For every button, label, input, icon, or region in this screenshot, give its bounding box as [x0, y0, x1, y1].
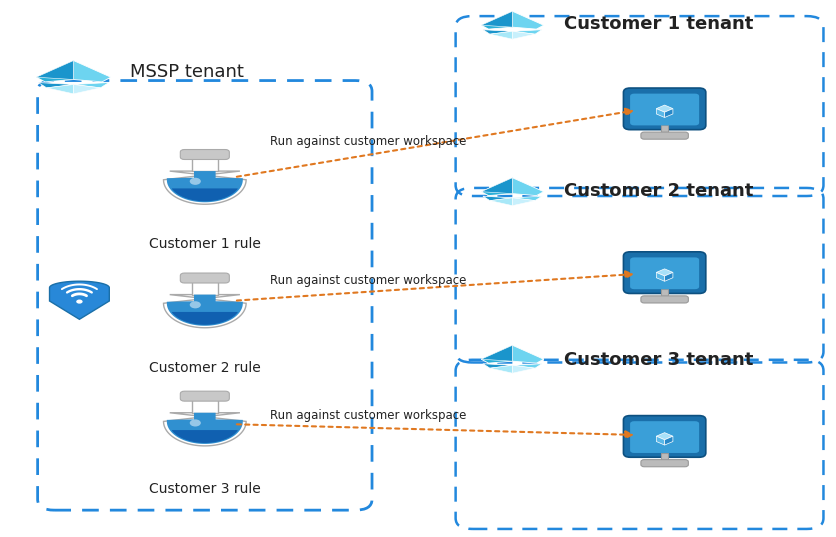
FancyBboxPatch shape — [192, 279, 217, 295]
Polygon shape — [482, 345, 512, 363]
Polygon shape — [490, 31, 512, 39]
Text: Run against customer workspace: Run against customer workspace — [270, 409, 466, 422]
FancyBboxPatch shape — [192, 156, 217, 171]
Polygon shape — [36, 61, 74, 82]
Polygon shape — [656, 269, 673, 276]
Polygon shape — [512, 345, 543, 363]
FancyBboxPatch shape — [181, 273, 229, 283]
Polygon shape — [482, 178, 512, 195]
Polygon shape — [74, 84, 100, 94]
FancyBboxPatch shape — [624, 88, 706, 129]
Polygon shape — [512, 198, 535, 206]
FancyBboxPatch shape — [661, 453, 668, 462]
Polygon shape — [36, 61, 74, 79]
Polygon shape — [665, 436, 673, 445]
Text: Run against customer workspace: Run against customer workspace — [270, 274, 466, 287]
FancyBboxPatch shape — [192, 397, 217, 413]
Polygon shape — [49, 281, 110, 320]
FancyBboxPatch shape — [630, 93, 699, 126]
Circle shape — [190, 178, 201, 185]
FancyBboxPatch shape — [661, 289, 668, 298]
Polygon shape — [483, 196, 512, 201]
Polygon shape — [74, 83, 109, 88]
Polygon shape — [172, 188, 237, 201]
Polygon shape — [656, 272, 665, 281]
Text: MSSP tenant: MSSP tenant — [130, 63, 243, 82]
Polygon shape — [482, 11, 512, 29]
Polygon shape — [512, 364, 542, 368]
Polygon shape — [512, 196, 542, 201]
Text: Customer 2 rule: Customer 2 rule — [149, 361, 261, 375]
FancyBboxPatch shape — [630, 257, 699, 289]
Polygon shape — [665, 272, 673, 281]
Polygon shape — [656, 436, 665, 445]
Polygon shape — [512, 365, 535, 373]
FancyBboxPatch shape — [641, 296, 688, 303]
Polygon shape — [656, 108, 665, 118]
Polygon shape — [512, 178, 543, 195]
Polygon shape — [482, 178, 512, 194]
Text: Customer 2 tenant: Customer 2 tenant — [564, 182, 754, 200]
Polygon shape — [47, 84, 74, 94]
FancyBboxPatch shape — [641, 460, 688, 467]
FancyBboxPatch shape — [641, 132, 688, 139]
FancyBboxPatch shape — [181, 391, 229, 401]
Polygon shape — [665, 108, 673, 118]
Polygon shape — [172, 430, 237, 443]
Text: Customer 1 tenant: Customer 1 tenant — [564, 15, 754, 33]
Polygon shape — [656, 105, 673, 112]
Polygon shape — [482, 345, 512, 361]
Polygon shape — [512, 31, 535, 39]
Circle shape — [190, 419, 201, 426]
Polygon shape — [490, 365, 512, 373]
Polygon shape — [164, 295, 246, 328]
FancyBboxPatch shape — [661, 125, 668, 134]
Polygon shape — [164, 413, 246, 446]
Polygon shape — [483, 364, 512, 368]
Circle shape — [190, 301, 201, 308]
Polygon shape — [38, 83, 74, 88]
FancyBboxPatch shape — [630, 421, 699, 453]
Polygon shape — [167, 295, 242, 326]
Text: Customer 1 rule: Customer 1 rule — [149, 237, 261, 251]
Polygon shape — [512, 11, 543, 29]
Polygon shape — [172, 312, 237, 325]
FancyBboxPatch shape — [624, 252, 706, 293]
Text: Customer 3 tenant: Customer 3 tenant — [564, 351, 754, 369]
Polygon shape — [167, 413, 242, 444]
FancyBboxPatch shape — [624, 416, 706, 457]
Polygon shape — [482, 11, 512, 27]
Polygon shape — [512, 30, 542, 34]
FancyBboxPatch shape — [181, 149, 229, 159]
Polygon shape — [656, 433, 673, 440]
Polygon shape — [74, 61, 111, 82]
Text: Customer 3 rule: Customer 3 rule — [149, 482, 261, 496]
Polygon shape — [164, 171, 246, 204]
Text: Run against customer workspace: Run against customer workspace — [270, 135, 466, 148]
Polygon shape — [167, 171, 242, 202]
Polygon shape — [483, 30, 512, 34]
Polygon shape — [490, 198, 512, 206]
Circle shape — [76, 300, 83, 303]
